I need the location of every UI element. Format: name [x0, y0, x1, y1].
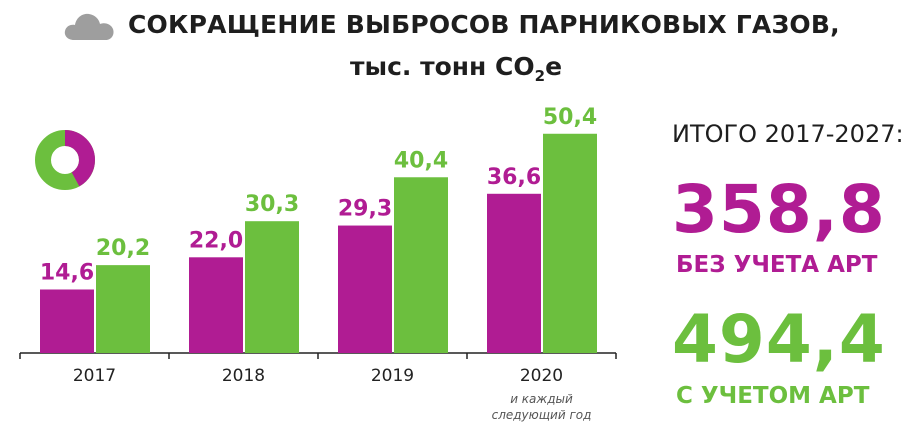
- annotation-note: и каждый: [510, 392, 573, 406]
- x-tick-label: 2019: [371, 366, 414, 386]
- bar: [394, 177, 448, 353]
- total-with-label: С УЧЕТОМ АРТ: [676, 383, 870, 409]
- summary-panel: ИТОГО 2017-2027: 358,8 БЕЗ УЧЕТА АРТ 494…: [672, 0, 903, 439]
- chart-title: СОКРАЩЕНИЕ ВЫБРОСОВ ПАРНИКОВЫХ ГАЗОВ,: [128, 10, 840, 39]
- total-label: ИТОГО 2017-2027:: [672, 120, 903, 148]
- x-tick-label: 2017: [73, 366, 116, 386]
- subtitle-subscript: 2: [534, 67, 546, 85]
- bar-value-label: 50,4: [543, 105, 597, 130]
- total-with-value: 494,4: [672, 301, 886, 378]
- bar: [338, 225, 392, 353]
- bar-value-label: 20,2: [96, 236, 150, 261]
- cloud-icon: [64, 13, 114, 40]
- bar-value-label: 22,0: [189, 228, 243, 253]
- bar: [96, 265, 150, 353]
- bar-value-label: 30,3: [245, 192, 299, 217]
- x-tick-label: 2018: [222, 366, 265, 386]
- bar-value-label: 14,6: [40, 260, 94, 285]
- total-without-label: БЕЗ УЧЕТА АРТ: [676, 252, 878, 278]
- donut-ring-purple: [35, 130, 95, 190]
- bar-chart: 14,620,2 2017 22,030,3 2018 29,340,4 2019 36,6…: [19, 105, 617, 422]
- subtitle-unit: тыс. тонн CO: [350, 52, 535, 81]
- bar: [543, 133, 597, 353]
- subtitle-suffix: e: [545, 52, 563, 81]
- donut-icon: [35, 130, 95, 190]
- annotation-note: следующий год: [492, 408, 592, 422]
- chart-header: СОКРАЩЕНИЕ ВЫБРОСОВ ПАРНИКОВЫХ ГАЗОВ, ты…: [0, 0, 903, 95]
- bar: [245, 221, 299, 353]
- total-without-value: 358,8: [672, 171, 886, 248]
- bar-value-label: 36,6: [487, 165, 541, 190]
- bar: [189, 257, 243, 353]
- bar: [487, 193, 541, 353]
- chart-subtitle: тыс. тонн CO2e: [350, 52, 650, 85]
- bar-value-label: 40,4: [394, 148, 448, 173]
- x-tick-label: 2020: [520, 366, 563, 386]
- bar: [40, 289, 94, 353]
- bar-value-label: 29,3: [338, 197, 392, 222]
